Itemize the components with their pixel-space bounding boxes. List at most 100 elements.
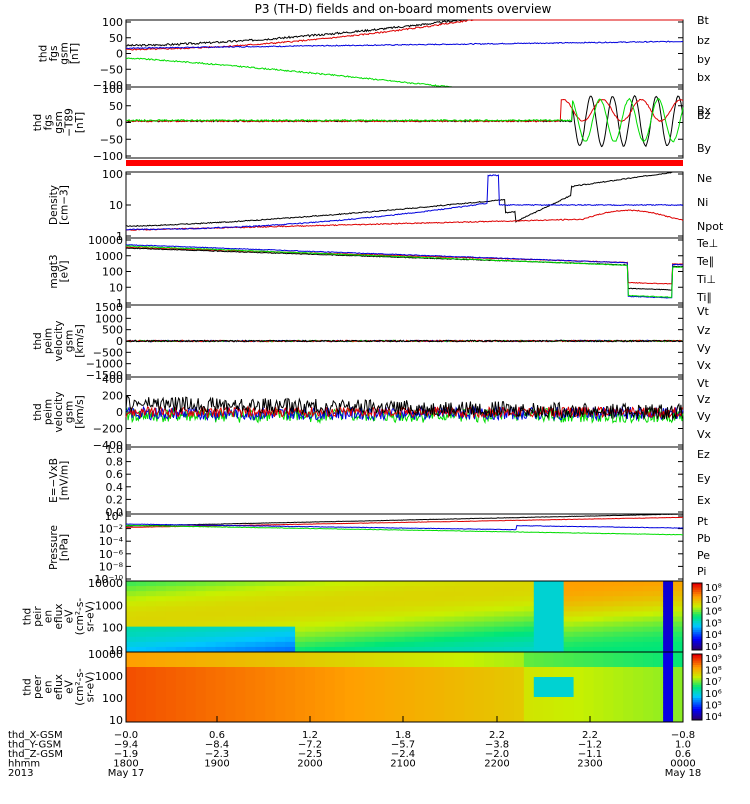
spectrogram-cell [503, 682, 515, 688]
spectrogram-cell [633, 712, 644, 718]
spectrogram-cell [295, 712, 306, 718]
spectrogram-cell [374, 596, 386, 602]
spectrogram-cell [374, 702, 386, 708]
spectrogram-cell [593, 682, 604, 688]
spectrogram-cell [225, 596, 236, 602]
spectrogram-cell [563, 626, 575, 633]
spectrogram-cell [384, 646, 396, 653]
spectrogram-cell [185, 611, 197, 617]
spectrogram-cell [643, 702, 654, 708]
colorbar-step [692, 591, 702, 595]
ylabel-line: fgs [48, 46, 60, 62]
spectrogram-cell [474, 677, 485, 683]
x-row-value: 2.2 [582, 730, 598, 741]
spectrogram-cell [195, 626, 207, 633]
spectrogram-cell [633, 616, 644, 623]
spectrogram-cell [633, 662, 644, 668]
spectrogram-cell [444, 652, 455, 658]
spectrogram-cell [633, 596, 644, 602]
spectrogram-2 [126, 652, 684, 723]
spectrogram-cell [593, 581, 604, 587]
ylabel-line: thd [32, 332, 44, 349]
spectrogram-cell [424, 692, 435, 698]
spectrogram-cell [414, 667, 425, 673]
spectrogram-cell [245, 601, 256, 607]
spectrogram-cell [523, 692, 535, 698]
spectrogram-cell [474, 616, 485, 623]
spectrogram-cell [444, 581, 455, 587]
spectrogram-cell [573, 687, 585, 693]
spectrogram-cell [354, 657, 366, 663]
spectrogram-cell [155, 636, 167, 643]
spectrogram-cell [384, 626, 396, 633]
spectrogram-cell [275, 596, 286, 602]
spectrogram-cell [126, 662, 137, 668]
spectrogram-cell [643, 611, 654, 617]
spectrogram-cell [424, 626, 435, 633]
spectrogram-cell [663, 662, 674, 668]
spectrogram-cell [374, 692, 386, 698]
spectrogram-cell [245, 672, 256, 678]
spectrogram-cell [275, 641, 286, 648]
spectrogram-cell [424, 697, 435, 703]
spectrogram-cell [653, 717, 664, 723]
spectrogram-cell [394, 707, 405, 713]
spectrogram-cell [145, 616, 157, 623]
spectrogram-cell [533, 596, 545, 602]
ylabel-line: eV [64, 679, 76, 693]
series-Pi [125, 523, 684, 531]
spectrogram-cell [354, 707, 366, 713]
spectrogram-cell [324, 652, 336, 658]
spectrogram-cell [603, 626, 614, 633]
spectrogram-cell [314, 677, 326, 683]
colorbar-label: 10⁶ [705, 689, 722, 700]
spectrogram-cell [265, 641, 276, 648]
spectrogram-cell [404, 601, 415, 607]
spectrogram-cell [384, 657, 396, 663]
spectrogram-cell [354, 692, 366, 698]
spectrogram-cell [494, 646, 505, 653]
spectrogram-cell [245, 702, 256, 708]
spectrogram-cell [543, 662, 555, 668]
legend-entry: Pt [697, 515, 709, 528]
spectrogram-cell [384, 616, 396, 623]
spectrogram-cell [414, 652, 425, 658]
spectrogram-cell [295, 687, 306, 693]
spectrogram-cell [245, 652, 256, 658]
spectrogram-cell [305, 641, 316, 648]
spectrogram-cell [165, 626, 177, 633]
spectrogram-cell [235, 682, 246, 688]
spectrogram-cell [394, 626, 405, 633]
spectrogram-cell [364, 611, 376, 617]
legend-entry: by [697, 53, 711, 66]
spectrogram-cell [185, 626, 197, 633]
spectrogram-cell [225, 631, 236, 638]
spectrogram-cell [434, 611, 445, 617]
series-Te-perp [125, 246, 684, 285]
spectrogram-cell [215, 636, 226, 643]
spectrogram-cell [324, 662, 336, 668]
spectrogram-cell [583, 662, 594, 668]
spectrogram-cell [454, 586, 465, 592]
spectrogram-cell [474, 601, 485, 607]
spectrogram-cell [464, 641, 475, 648]
x-row-value: −3.8 [485, 740, 509, 751]
spectrogram-cell [155, 702, 167, 708]
ylabel-line: [mV/m] [58, 461, 70, 500]
spectrogram-cell [573, 662, 585, 668]
spectrogram-cell [573, 611, 585, 617]
spectrogram-cell [623, 581, 634, 587]
spectrogram-cell [165, 621, 177, 628]
spectrogram-cell [533, 662, 545, 668]
spectrogram-cell [344, 712, 356, 718]
spectrogram-cell [573, 652, 585, 658]
spectrogram-cell [305, 697, 316, 703]
panel-7-ticks: 1.00.80.60.40.20.0 [106, 443, 683, 519]
spectrogram-cell [424, 596, 435, 602]
spectrogram-cell [364, 707, 376, 713]
spectrogram-cell [454, 581, 465, 587]
spectrogram-cell [484, 596, 495, 602]
spectrogram-cell [364, 581, 376, 587]
spectrogram-cell [653, 692, 664, 698]
